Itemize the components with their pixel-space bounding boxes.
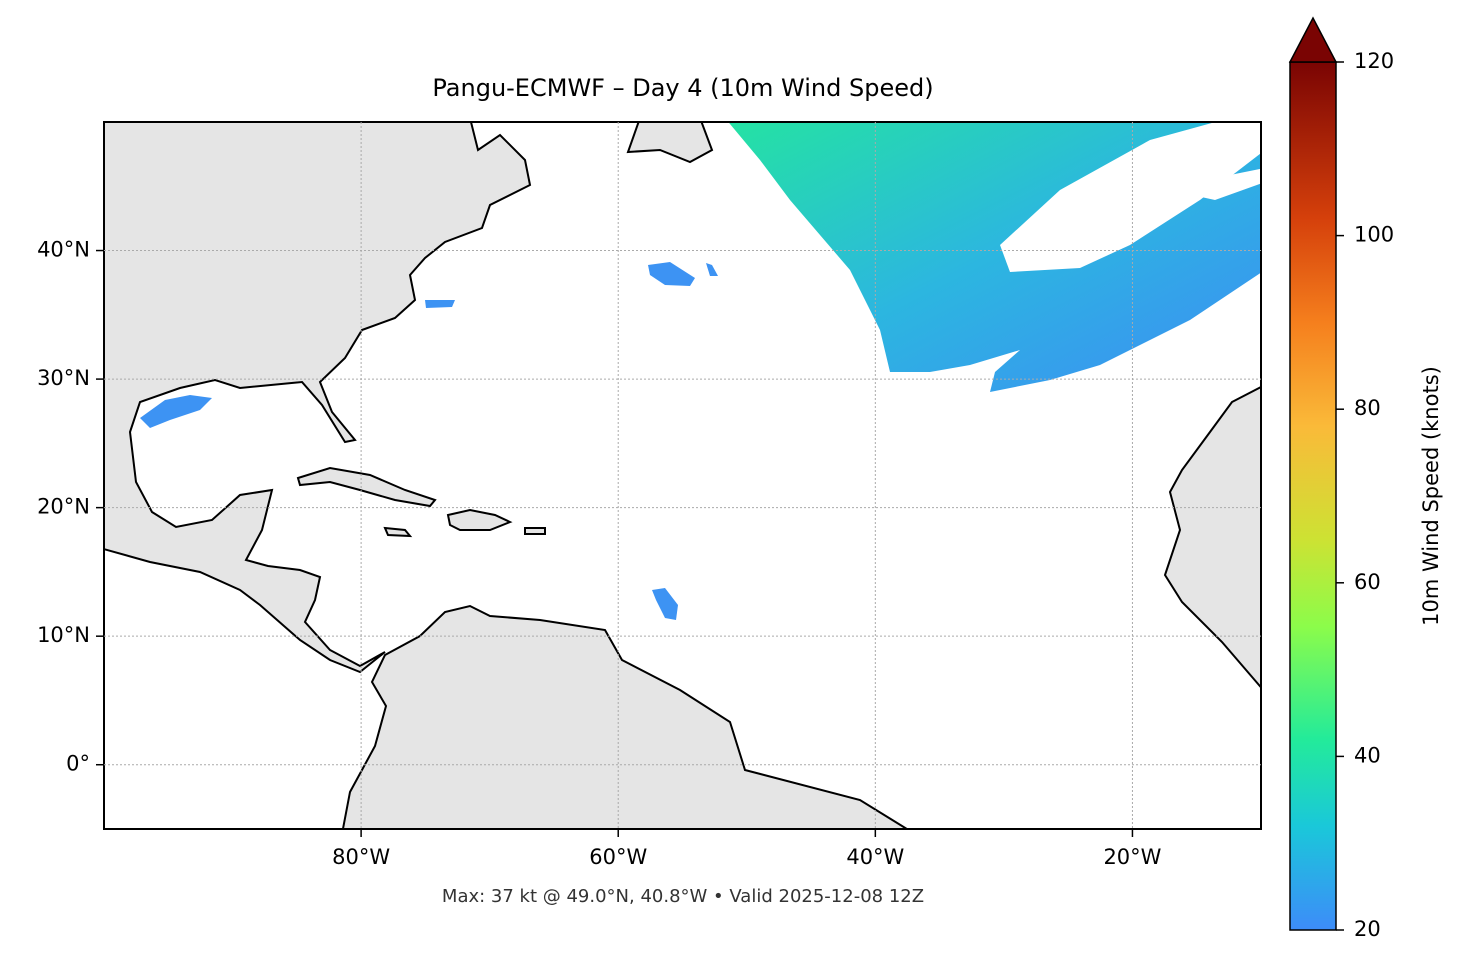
south-america bbox=[341, 604, 909, 829]
colorbar-tick-label: 20 bbox=[1354, 917, 1381, 941]
cuba bbox=[296, 466, 437, 508]
plot-frame bbox=[103, 121, 1262, 830]
calm-area bbox=[1192, 168, 1261, 200]
chart-title: Pangu-ECMWF – Day 4 (10m Wind Speed) bbox=[432, 74, 933, 102]
colorbar-tick-label: 60 bbox=[1354, 570, 1381, 594]
hispaniola bbox=[446, 508, 513, 531]
wind-patch bbox=[648, 262, 695, 286]
x-tick-label: 80°W bbox=[332, 845, 390, 869]
wind-patch bbox=[652, 588, 678, 620]
y-tick-label: 40°N bbox=[37, 238, 90, 262]
puerto-rico bbox=[524, 527, 546, 535]
calm-area bbox=[1000, 122, 1261, 272]
x-tick-label: 40°W bbox=[846, 845, 904, 869]
colorbar-tick-label: 80 bbox=[1354, 396, 1381, 420]
greenland-tip bbox=[626, 122, 714, 164]
annotation: Max: 37 kt @ 49.0°N, 40.8°W • Valid 2025… bbox=[442, 886, 924, 907]
wind-patch bbox=[140, 395, 212, 428]
x-tick-label: 60°W bbox=[589, 845, 647, 869]
y-tick-label: 20°N bbox=[37, 495, 90, 519]
north-america bbox=[104, 122, 532, 674]
x-tick-label: 20°W bbox=[1103, 845, 1161, 869]
africa bbox=[1163, 385, 1261, 689]
y-tick-label: 30°N bbox=[37, 366, 90, 390]
y-tick-label: 10°N bbox=[37, 623, 90, 647]
wind-patch bbox=[425, 300, 455, 308]
colorbar-tick-label: 100 bbox=[1354, 223, 1394, 247]
colorbar-tick-label: 40 bbox=[1354, 743, 1381, 767]
colorbar-tick-label: 120 bbox=[1354, 49, 1394, 73]
y-tick-label: 0° bbox=[66, 752, 90, 776]
colorbar-extend bbox=[1288, 16, 1338, 63]
wind-patch bbox=[706, 263, 718, 276]
jamaica bbox=[383, 526, 413, 538]
colorbar-label: 10m Wind Speed (knots) bbox=[1419, 366, 1443, 626]
map bbox=[104, 122, 1261, 829]
colorbar bbox=[1289, 61, 1337, 931]
